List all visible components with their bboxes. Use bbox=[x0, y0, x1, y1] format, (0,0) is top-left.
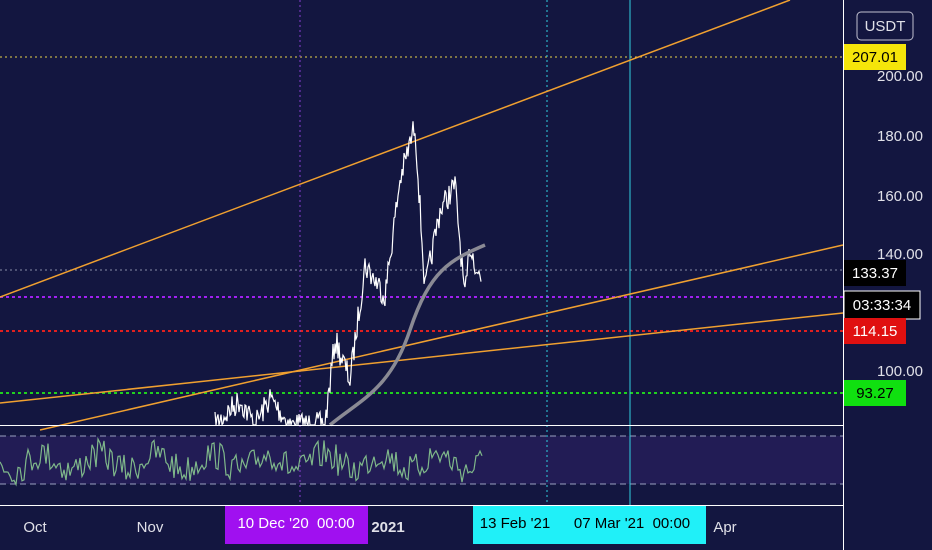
currency-label[interactable]: USDT bbox=[865, 18, 906, 35]
price-tag-label: 93.27 bbox=[856, 385, 894, 402]
price-tag bbox=[844, 380, 906, 406]
price-tag bbox=[844, 260, 906, 286]
price-tag bbox=[844, 318, 906, 344]
currency-box[interactable] bbox=[856, 11, 914, 41]
price-tag-label: 114.15 bbox=[853, 323, 898, 340]
crosshair-box bbox=[225, 506, 368, 544]
moving-average bbox=[328, 243, 486, 427]
time-label: Apr bbox=[713, 519, 736, 536]
time-label: Oct bbox=[23, 519, 47, 536]
crosshair-label: 07 Mar '21 00:00 bbox=[574, 515, 690, 532]
price-label: 180.00 bbox=[877, 128, 923, 145]
trend-line bbox=[0, 0, 791, 298]
price-tag bbox=[844, 44, 906, 70]
price-label: 200.00 bbox=[877, 68, 923, 85]
time-label: Nov bbox=[137, 519, 164, 536]
rsi-line bbox=[0, 436, 483, 487]
crosshair-label: 13 Feb '21 bbox=[480, 515, 550, 532]
price-label: 160.00 bbox=[877, 188, 923, 205]
price-label: 100.00 bbox=[877, 363, 923, 380]
price-trace bbox=[214, 121, 482, 427]
price-label: 140.00 bbox=[877, 246, 923, 263]
price-tag-label: 133.37 bbox=[852, 265, 898, 282]
trend-line bbox=[0, 312, 844, 404]
time-label: 2021 bbox=[371, 519, 404, 536]
countdown-label: 03:33:34 bbox=[853, 297, 911, 314]
trend-line bbox=[39, 244, 844, 431]
crosshair-box bbox=[473, 506, 706, 544]
rsi-band bbox=[0, 436, 843, 484]
crosshair-label: 10 Dec '20 00:00 bbox=[237, 515, 354, 532]
price-tag-label: 207.01 bbox=[852, 49, 898, 66]
